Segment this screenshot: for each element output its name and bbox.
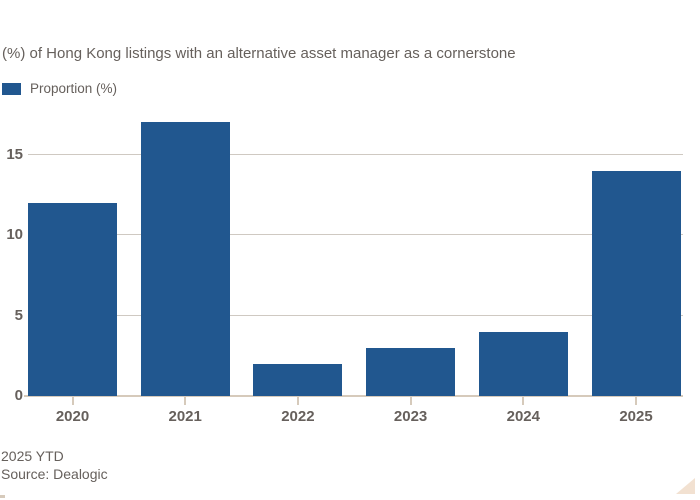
x-axis-line (24, 395, 683, 397)
x-axis-label-2020: 2020 (55, 408, 90, 425)
x-axis-tick-2023 (409, 396, 412, 405)
y-axis-label-10: 10 (6, 226, 23, 243)
x-axis-label-2023: 2023 (393, 408, 428, 425)
bar-2022 (253, 364, 342, 396)
x-axis-tick-2020 (71, 396, 74, 405)
chart-legend: Proportion (%) (2, 81, 117, 96)
chart-footer: 2025 YTD Source: Dealogic (1, 447, 108, 483)
x-axis-tick-2021 (184, 396, 187, 405)
x-axis-label-2022: 2022 (281, 408, 315, 425)
x-axis-label-2024: 2024 (506, 408, 540, 425)
bar-2020 (28, 203, 117, 396)
footer-note: 2025 YTD (1, 448, 64, 464)
bar-2021 (141, 122, 230, 396)
x-axis-tick-2025 (635, 396, 637, 405)
footer-source: Source: Dealogic (1, 466, 108, 482)
gridline-10 (28, 234, 683, 235)
legend-label: Proportion (%) (30, 81, 118, 96)
bar-2023 (366, 348, 455, 396)
bar-2024 (479, 332, 568, 396)
x-axis-tick-2024 (522, 396, 525, 405)
legend-swatch-icon (2, 82, 21, 95)
y-axis-label-15: 15 (6, 145, 23, 163)
chart-subtitle: (%) of Hong Kong listings with an altern… (2, 45, 516, 62)
y-axis-label-0: 0 (14, 387, 23, 404)
bar-2025 (592, 171, 681, 396)
gridline-5 (28, 314, 683, 316)
plot-area (24, 110, 683, 397)
footer-mark (0, 495, 5, 498)
x-axis-label-2021: 2021 (168, 408, 202, 425)
y-axis-label-5: 5 (14, 306, 23, 324)
x-axis-tick-2022 (296, 396, 299, 405)
gridline-15 (28, 153, 683, 155)
corner-triangle-icon (676, 478, 695, 494)
x-axis-label-2025: 2025 (619, 408, 653, 425)
